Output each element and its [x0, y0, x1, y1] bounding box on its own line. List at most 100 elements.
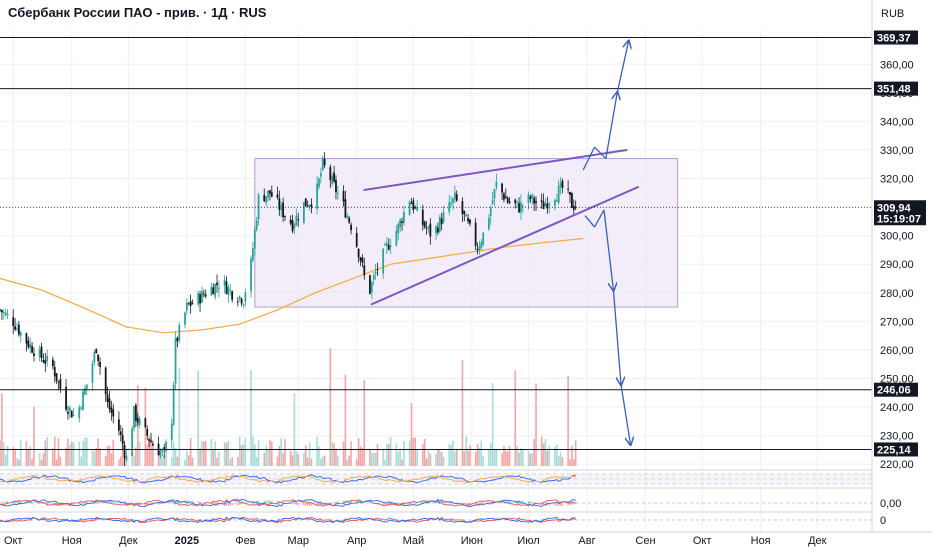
candle-body-32	[82, 391, 84, 411]
volume-bar-187	[491, 382, 494, 466]
osc2-hist-86	[225, 503, 228, 506]
osc2-hist-161	[424, 501, 426, 504]
volume-bar-206	[542, 443, 545, 466]
volume-bar-50	[131, 452, 133, 466]
candle-body-64	[165, 441, 167, 451]
moving-average-layer	[0, 237, 584, 334]
volume-bar-17	[42, 453, 45, 466]
osc2-hist-115	[303, 503, 305, 506]
volume-bar-67	[174, 448, 177, 466]
volume-bar-125	[329, 348, 332, 466]
candle-body-161	[423, 221, 426, 228]
candle-body-151	[397, 223, 400, 234]
osc2-hist-219	[575, 503, 577, 504]
candle-body-116	[304, 198, 307, 207]
candle-body-120	[316, 183, 318, 209]
candle-body-35	[91, 363, 94, 383]
candle-body-85	[223, 280, 226, 286]
volume-bar-179	[469, 445, 471, 466]
candle-body-81	[212, 287, 215, 295]
volume-bar-68	[176, 456, 179, 466]
time-axis[interactable]: Окт Ноя Дек 2025 Фев Мар Апр Май Июн Июл Авг Сен Окт…	[0, 531, 932, 550]
osc2-hist-22	[56, 503, 58, 506]
volume-bar-159	[416, 449, 418, 466]
candle-body-170	[448, 201, 451, 212]
volume-bar-185	[488, 449, 490, 466]
candle-body-86	[225, 281, 228, 294]
osc2-hist-205	[541, 503, 543, 504]
volume-bar-96	[252, 436, 254, 466]
candle-body-90	[236, 301, 239, 303]
osc2-hist-218	[573, 503, 575, 505]
volume-bar-153	[401, 459, 403, 466]
osc2-hist-45	[118, 501, 120, 504]
candle-body-93	[242, 304, 245, 306]
osc2-hist-101	[265, 500, 267, 504]
volume-bar-22	[55, 459, 58, 466]
volume-bar-85	[223, 442, 226, 466]
currency-label[interactable]: RUB	[881, 8, 904, 20]
candle-body-106	[278, 198, 281, 210]
osc2-hist-184	[482, 503, 484, 506]
candle-body-149	[389, 245, 392, 248]
candle-body-89	[231, 291, 234, 300]
scenario-arrows[interactable]	[582, 41, 630, 444]
osc2-hist-102	[267, 500, 269, 504]
volume-bar-97	[254, 444, 256, 466]
osc2-hist-61	[159, 503, 162, 505]
x-tick-label-0: Окт	[4, 535, 23, 547]
volume-bar-139	[363, 380, 366, 466]
osc2-hist-165	[435, 500, 437, 504]
candle-body-201	[529, 196, 532, 200]
candle-body-133	[348, 217, 351, 223]
volume-bar-202	[531, 453, 534, 466]
candle-body-8	[17, 324, 20, 335]
volume-bar-21	[53, 436, 56, 466]
volume-bar-14	[33, 406, 35, 466]
volume-bar-193	[506, 451, 509, 466]
candle-body-26	[67, 411, 69, 414]
osc2-hist-122	[320, 503, 322, 505]
candle-body-135	[355, 233, 358, 247]
volume-bar-208	[546, 450, 549, 466]
trend-lines[interactable]	[363, 148, 639, 306]
price-axis[interactable]: 220,00 230,00 240,00 250,00 260,00 270,00 280,…	[871, 0, 932, 550]
volume-bar-29	[72, 442, 75, 466]
candle-body-109	[284, 216, 286, 218]
candle-body-98	[255, 220, 258, 230]
candle-body-47	[121, 435, 124, 445]
osc2-hist-217	[571, 503, 573, 505]
volume-bar-155	[408, 440, 411, 466]
osc2-hist-194	[509, 500, 511, 504]
osc2-hist-137	[359, 501, 362, 504]
volume-bar-91	[238, 436, 241, 466]
candle-body-181	[476, 249, 479, 251]
volume-bar-74	[191, 457, 194, 466]
y-tick-label-12: 340,00	[880, 116, 914, 128]
osc2-hist-186	[490, 503, 492, 505]
horizontal-levels[interactable]	[0, 37, 872, 450]
osc2-hist-133	[348, 500, 350, 504]
osc2-hist-202	[531, 501, 533, 504]
candle-body-101	[265, 196, 268, 203]
candle-body-208	[546, 203, 549, 209]
osc2-hist-129	[337, 501, 339, 504]
volume-bar-207	[544, 439, 547, 466]
candle-body-186	[489, 207, 492, 217]
volume-bar-144	[376, 443, 379, 466]
osc2-hist-150	[395, 503, 397, 506]
candle-body-119	[310, 204, 313, 208]
osc2-hist-39	[99, 500, 101, 504]
volume-bar-127	[333, 443, 335, 466]
x-tick-label-11: Сен	[635, 535, 655, 547]
volume-bar-165	[435, 453, 437, 466]
osc2-hist-168	[441, 500, 443, 504]
candle-body-17	[42, 359, 45, 363]
trend-line-lower	[370, 186, 639, 306]
osc2-hist-8	[18, 500, 20, 504]
candle-body-79	[204, 294, 207, 297]
volume-bar-178	[467, 450, 469, 466]
candle-body-54	[138, 418, 141, 425]
osc2-hist-167	[439, 500, 441, 504]
